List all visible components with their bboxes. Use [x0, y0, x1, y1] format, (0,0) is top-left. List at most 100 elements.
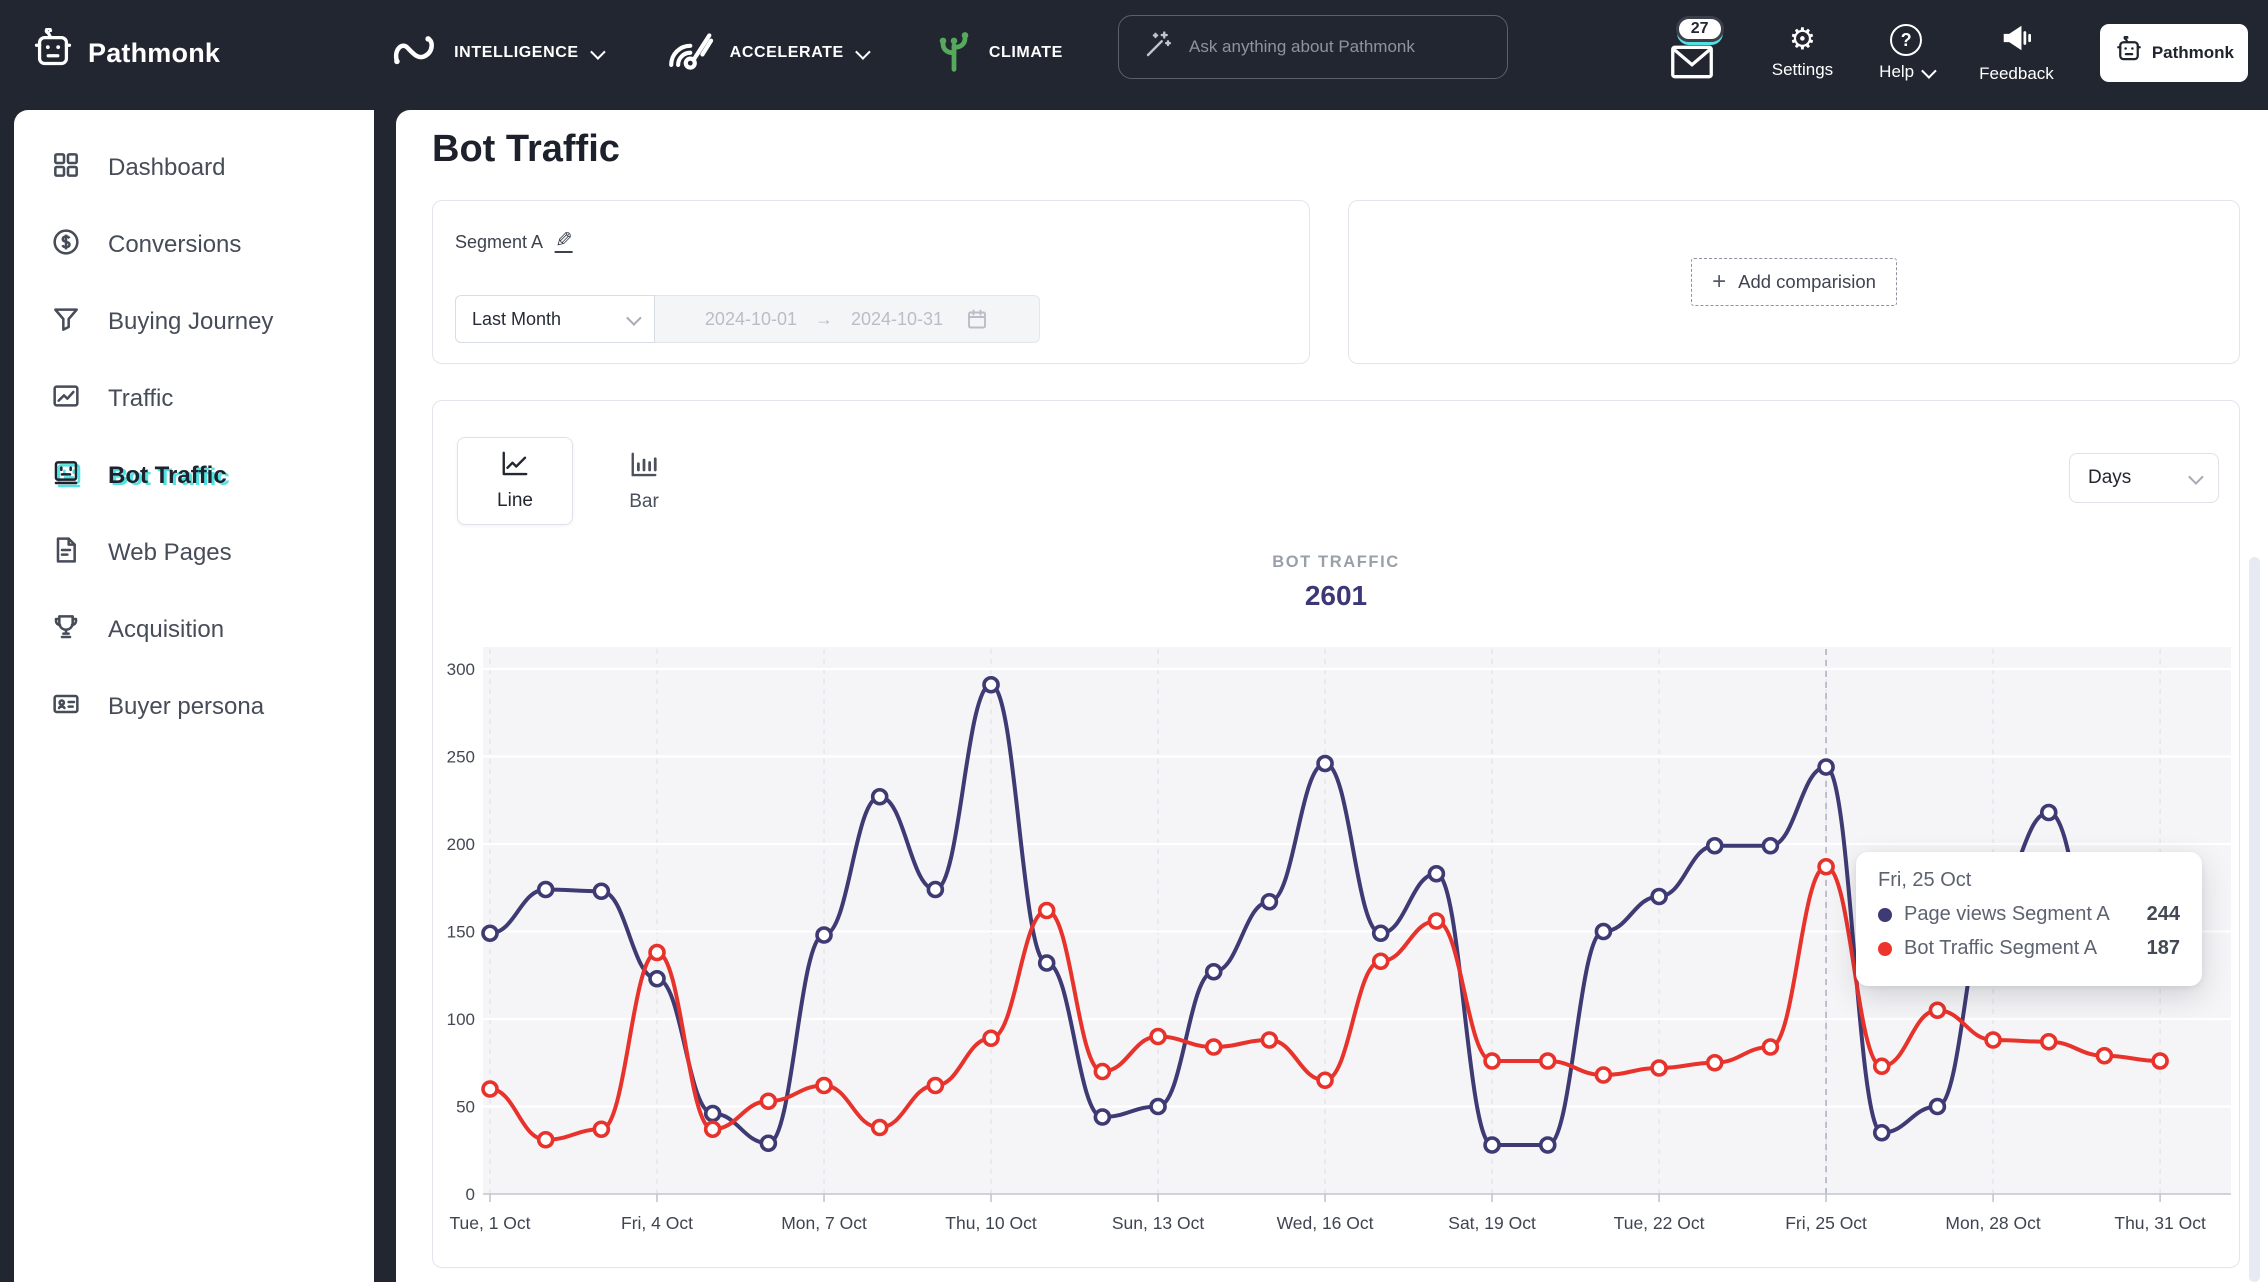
menu-intelligence[interactable]: INTELLIGENCE — [390, 31, 606, 76]
svg-text:Wed, 16 Oct: Wed, 16 Oct — [1277, 1213, 1374, 1233]
page-title: Bot Traffic — [432, 128, 620, 170]
sidebar-item-label: Dashboard — [108, 154, 226, 181]
gear-icon: ⚙ — [1789, 22, 1816, 57]
sidebar-item-label: Acquisition — [108, 616, 225, 643]
pathmonk-account-button[interactable]: Pathmonk — [2099, 24, 2248, 82]
date-range-input[interactable]: 2024-10-01 → 2024-10-31 — [654, 295, 1040, 343]
sidebar-item-traffic[interactable]: Traffic — [14, 371, 374, 427]
menu-label: CLIMATE — [988, 44, 1063, 61]
menu-accelerate[interactable]: ACCELERATE — [666, 30, 871, 77]
chart-type-line-button[interactable]: Line — [457, 437, 573, 525]
sidebar-item-label: Bot Traffic — [108, 462, 227, 489]
add-comparison-button[interactable]: + Add comparision — [1691, 258, 1897, 306]
global-search-input[interactable]: Ask anything about Pathmonk — [1118, 15, 1508, 79]
svg-text:Fri, 25 Oct: Fri, 25 Oct — [1785, 1213, 1867, 1233]
edit-pencil-icon[interactable]: ✎ — [555, 229, 573, 253]
sidebar-item-buying-journey[interactable]: Buying Journey — [14, 294, 374, 350]
dollar-circle-icon — [50, 226, 82, 265]
feedback-button[interactable]: Feedback — [1979, 23, 2054, 84]
svg-text:100: 100 — [447, 1010, 475, 1029]
brand-name: Pathmonk — [88, 37, 221, 68]
tooltip-series-value: 244 — [2146, 903, 2180, 925]
notifications-button[interactable]: 27 — [1670, 16, 1726, 88]
robot-face-icon — [50, 457, 82, 496]
svg-text:150: 150 — [447, 923, 475, 942]
interval-select[interactable]: Days — [2069, 453, 2219, 503]
line-chart-icon — [500, 450, 530, 484]
sidebar-item-buyer-persona[interactable]: Buyer persona — [14, 679, 374, 735]
sidebar-item-label: Traffic — [108, 385, 174, 412]
arrow-right-icon: → — [815, 308, 833, 329]
menu-climate[interactable]: CLIMATE — [931, 29, 1063, 78]
help-button[interactable]: ? Help — [1879, 24, 1937, 82]
notification-badge: 27 — [1675, 16, 1724, 42]
intelligence-squiggle-icon — [390, 31, 442, 76]
chevron-down-icon — [2188, 468, 2204, 485]
dashboard-grid-icon — [50, 149, 82, 188]
interval-value: Days — [2088, 467, 2132, 488]
chart-metric-value: 2601 — [1304, 580, 1368, 611]
pathmonk-robot-icon-dark — [2114, 34, 2144, 71]
date-from: 2024-10-01 — [704, 308, 797, 329]
chevron-down-icon — [854, 43, 871, 60]
bar-button-label: Bar — [629, 491, 659, 512]
pathmonk-robot-icon — [30, 26, 76, 79]
tooltip-date: Fri, 25 Oct — [1878, 869, 1972, 891]
line-chart-square-icon — [50, 380, 82, 419]
climate-plant-icon — [931, 29, 977, 78]
svg-text:Fri, 4 Oct: Fri, 4 Oct — [621, 1213, 693, 1233]
bottraffic-series-dot — [1878, 941, 1892, 956]
tooltip-series-label: Bot Traffic Segment A — [1904, 937, 2098, 959]
svg-text:Mon, 7 Oct: Mon, 7 Oct — [781, 1213, 867, 1233]
sidebar-item-dashboard[interactable]: Dashboard — [14, 140, 374, 196]
chart-type-bar-button[interactable]: Bar — [599, 447, 689, 517]
megaphone-icon — [1999, 23, 2033, 58]
svg-text:Tue, 1 Oct: Tue, 1 Oct — [449, 1213, 530, 1233]
settings-button[interactable]: ⚙ Settings — [1772, 22, 1833, 80]
menu-label: INTELLIGENCE — [454, 44, 579, 61]
svg-text:0: 0 — [466, 1185, 475, 1204]
envelope-icon — [1670, 44, 1714, 85]
sidebar: Dashboard Conversions Buying Journey Tra… — [14, 110, 374, 1282]
add-comparison-label: Add comparision — [1738, 271, 1876, 292]
sidebar-item-acquisition[interactable]: Acquisition — [14, 602, 374, 658]
comparison-card: + Add comparision — [1348, 200, 2240, 364]
chevron-down-icon — [626, 309, 642, 326]
line-button-label: Line — [497, 490, 533, 511]
sidebar-item-web-pages[interactable]: Web Pages — [14, 525, 374, 581]
svg-text:300: 300 — [447, 660, 475, 679]
page-scrollbar-thumb[interactable] — [2249, 557, 2260, 1282]
svg-text:Sun, 13 Oct: Sun, 13 Oct — [1112, 1213, 1205, 1233]
account-button-label: Pathmonk — [2151, 43, 2234, 62]
date-to: 2024-10-31 — [851, 308, 944, 329]
brand-logo[interactable]: Pathmonk — [30, 26, 221, 79]
chart-card: Line Bar Days BOT TRAFFIC 2601 0 50 100 150… — [432, 400, 2240, 1268]
segment-name: Segment A — [455, 231, 544, 252]
calendar-icon — [965, 307, 989, 331]
svg-text:Thu, 31 Oct: Thu, 31 Oct — [2114, 1213, 2206, 1233]
svg-text:Tue, 22 Oct: Tue, 22 Oct — [1614, 1213, 1705, 1233]
menu-label: ACCELERATE — [729, 44, 844, 61]
help-label: Help — [1879, 62, 1915, 81]
tooltip-series-value: 187 — [2146, 937, 2180, 959]
sidebar-item-label: Buyer persona — [108, 693, 265, 720]
sidebar-item-conversions[interactable]: Conversions — [14, 217, 374, 273]
funnel-icon — [50, 303, 82, 342]
magic-wand-icon — [1143, 30, 1173, 65]
tooltip-series-label: Page views Segment A — [1904, 903, 2110, 925]
help-question-icon: ? — [1890, 24, 1923, 56]
svg-text:Sat, 19 Oct: Sat, 19 Oct — [1448, 1213, 1536, 1233]
nav-right-cluster: 27 ⚙ Settings ? Help — [1670, 0, 2248, 106]
sidebar-item-label: Buying Journey — [108, 308, 274, 335]
svg-text:Mon, 28 Oct: Mon, 28 Oct — [1945, 1213, 2040, 1233]
sidebar-item-bot-traffic[interactable]: Bot Traffic — [14, 448, 374, 504]
chart-tooltip: Fri, 25 Oct Page views Segment A 244 Bot… — [1856, 852, 2202, 986]
date-range-preset-select[interactable]: Last Month — [455, 295, 655, 343]
feedback-label: Feedback — [1979, 63, 2054, 83]
pageviews-series-dot — [1878, 907, 1892, 922]
trophy-icon — [50, 611, 82, 650]
tooltip-row-bottraffic: Bot Traffic Segment A 187 — [1878, 937, 2180, 960]
id-card-icon — [50, 688, 82, 727]
sidebar-item-label: Conversions — [108, 231, 242, 258]
range-preset-value: Last Month — [472, 308, 562, 329]
